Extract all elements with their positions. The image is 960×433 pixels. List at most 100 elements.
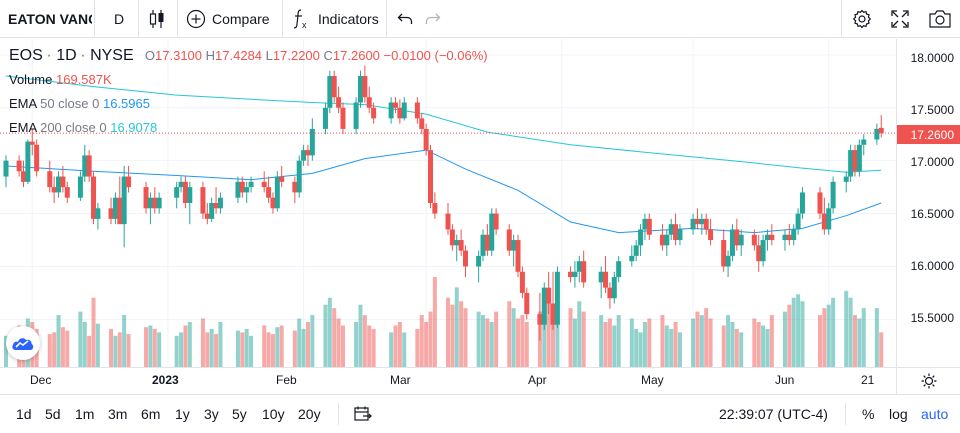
volume-bar (704, 308, 709, 367)
volume-bar (371, 328, 376, 367)
candle-body (331, 76, 337, 98)
range-1y-button[interactable]: 1y (175, 405, 190, 422)
volume-bar (428, 311, 433, 367)
indicators-button[interactable]: x Indicators (292, 0, 379, 38)
volume-bar (297, 318, 302, 367)
toolbar-divider (386, 0, 387, 38)
symbol-search[interactable]: EATON VANCE (8, 0, 92, 38)
settings-button[interactable] (852, 0, 872, 38)
candle-body (143, 187, 149, 209)
price-chart[interactable] (0, 39, 896, 367)
legend-symbol: EOS (9, 47, 43, 64)
volume-bar (144, 327, 149, 367)
candle-body (449, 229, 455, 246)
volume-bar (726, 315, 731, 367)
snapshot-button[interactable] (929, 0, 951, 38)
candle-body (708, 229, 714, 241)
volume-bar (187, 322, 192, 367)
range-1d-button[interactable]: 1d (16, 405, 32, 422)
volume-bar (782, 311, 787, 367)
candle-body (60, 176, 66, 188)
volume-bar (629, 318, 634, 367)
svg-text:x: x (302, 20, 307, 30)
chart-pane[interactable] (0, 39, 896, 367)
candle-body (270, 197, 276, 209)
candle-body (856, 144, 862, 172)
candle-body (454, 240, 460, 246)
candle-body (734, 229, 740, 246)
chart-type-button[interactable] (148, 0, 166, 38)
time-axis[interactable] (0, 367, 960, 394)
volume-bar (647, 318, 652, 367)
undo-button[interactable] (397, 0, 413, 38)
range-5d-button[interactable]: 5d (45, 405, 61, 422)
candle-body (261, 181, 267, 188)
volume-bar (266, 332, 271, 367)
goto-date-button[interactable] (354, 394, 372, 433)
legend-interval: 1D (56, 47, 77, 64)
range-6m-button[interactable]: 6m (141, 405, 161, 422)
candle-body (826, 208, 832, 230)
volume-bar (861, 308, 866, 367)
candle-body (572, 271, 578, 278)
range-1m-button[interactable]: 1m (75, 405, 95, 422)
price-axis[interactable]: 18.0000 17.5000 17.0000 16.5000 16.0000 … (896, 39, 960, 367)
candle-body (21, 171, 27, 182)
toolbar-divider (138, 0, 139, 38)
range-10y-button[interactable]: 10y (262, 405, 285, 422)
time-axis-label: Jun (775, 373, 795, 387)
price-axis-label: 17.5000 (910, 103, 954, 117)
axis-settings-button[interactable] (896, 367, 960, 394)
candle-body (182, 181, 188, 203)
candle-body (235, 181, 241, 198)
volume-bar (520, 315, 525, 367)
time-axis-label: Mar (390, 373, 411, 387)
volume-bar (874, 308, 879, 367)
volume-bar (769, 315, 774, 367)
candle-body (760, 240, 766, 262)
volume-bar (218, 322, 223, 367)
interval-button[interactable]: D (114, 11, 125, 27)
candle-body (786, 234, 792, 241)
candle-body (82, 155, 88, 177)
toolbar-divider (94, 0, 95, 38)
volume-bar (109, 328, 114, 367)
percent-toggle[interactable]: % (862, 406, 875, 422)
range-5y-button[interactable]: 5y (232, 405, 247, 422)
ema50-line (5, 149, 882, 234)
clock-timezone[interactable]: 22:39:07 (UTC-4) (719, 406, 828, 422)
log-toggle[interactable]: log (889, 406, 908, 422)
volume-bar (56, 315, 61, 367)
candle-body (152, 197, 158, 209)
volume-bar (179, 332, 184, 367)
compare-button[interactable]: Compare (186, 0, 270, 38)
volume-bar (476, 311, 481, 367)
indicators-label: Indicators (318, 11, 379, 27)
range-3y-button[interactable]: 3y (204, 405, 219, 422)
tradingview-logo-button[interactable] (6, 326, 40, 360)
auto-toggle[interactable]: auto (921, 406, 949, 422)
candle-body (519, 271, 525, 293)
bottom-divider (338, 403, 339, 425)
volume-bar (669, 328, 674, 367)
candle-body (174, 187, 180, 198)
candle-body (117, 197, 123, 225)
candle-body (29, 141, 35, 145)
fullscreen-icon (891, 10, 909, 28)
range-20y-button[interactable]: 20y (298, 405, 321, 422)
range-3m-button[interactable]: 3m (108, 405, 128, 422)
redo-button[interactable] (425, 0, 441, 38)
candle-body (751, 234, 757, 246)
legend-ema200-row: EMA 200 close 0 16.9078 (9, 120, 157, 135)
volume-bar (677, 332, 682, 367)
legend-high-label: H (205, 48, 216, 63)
candle-body (327, 76, 333, 108)
candle-body (463, 250, 469, 267)
fullscreen-button[interactable] (891, 0, 909, 38)
undo-icon (397, 13, 413, 24)
candle-body (248, 181, 254, 188)
volume-bar (91, 297, 96, 367)
candle-body (476, 255, 482, 267)
legend-ema200-params: 200 close 0 (40, 120, 107, 135)
volume-bar (340, 325, 345, 367)
